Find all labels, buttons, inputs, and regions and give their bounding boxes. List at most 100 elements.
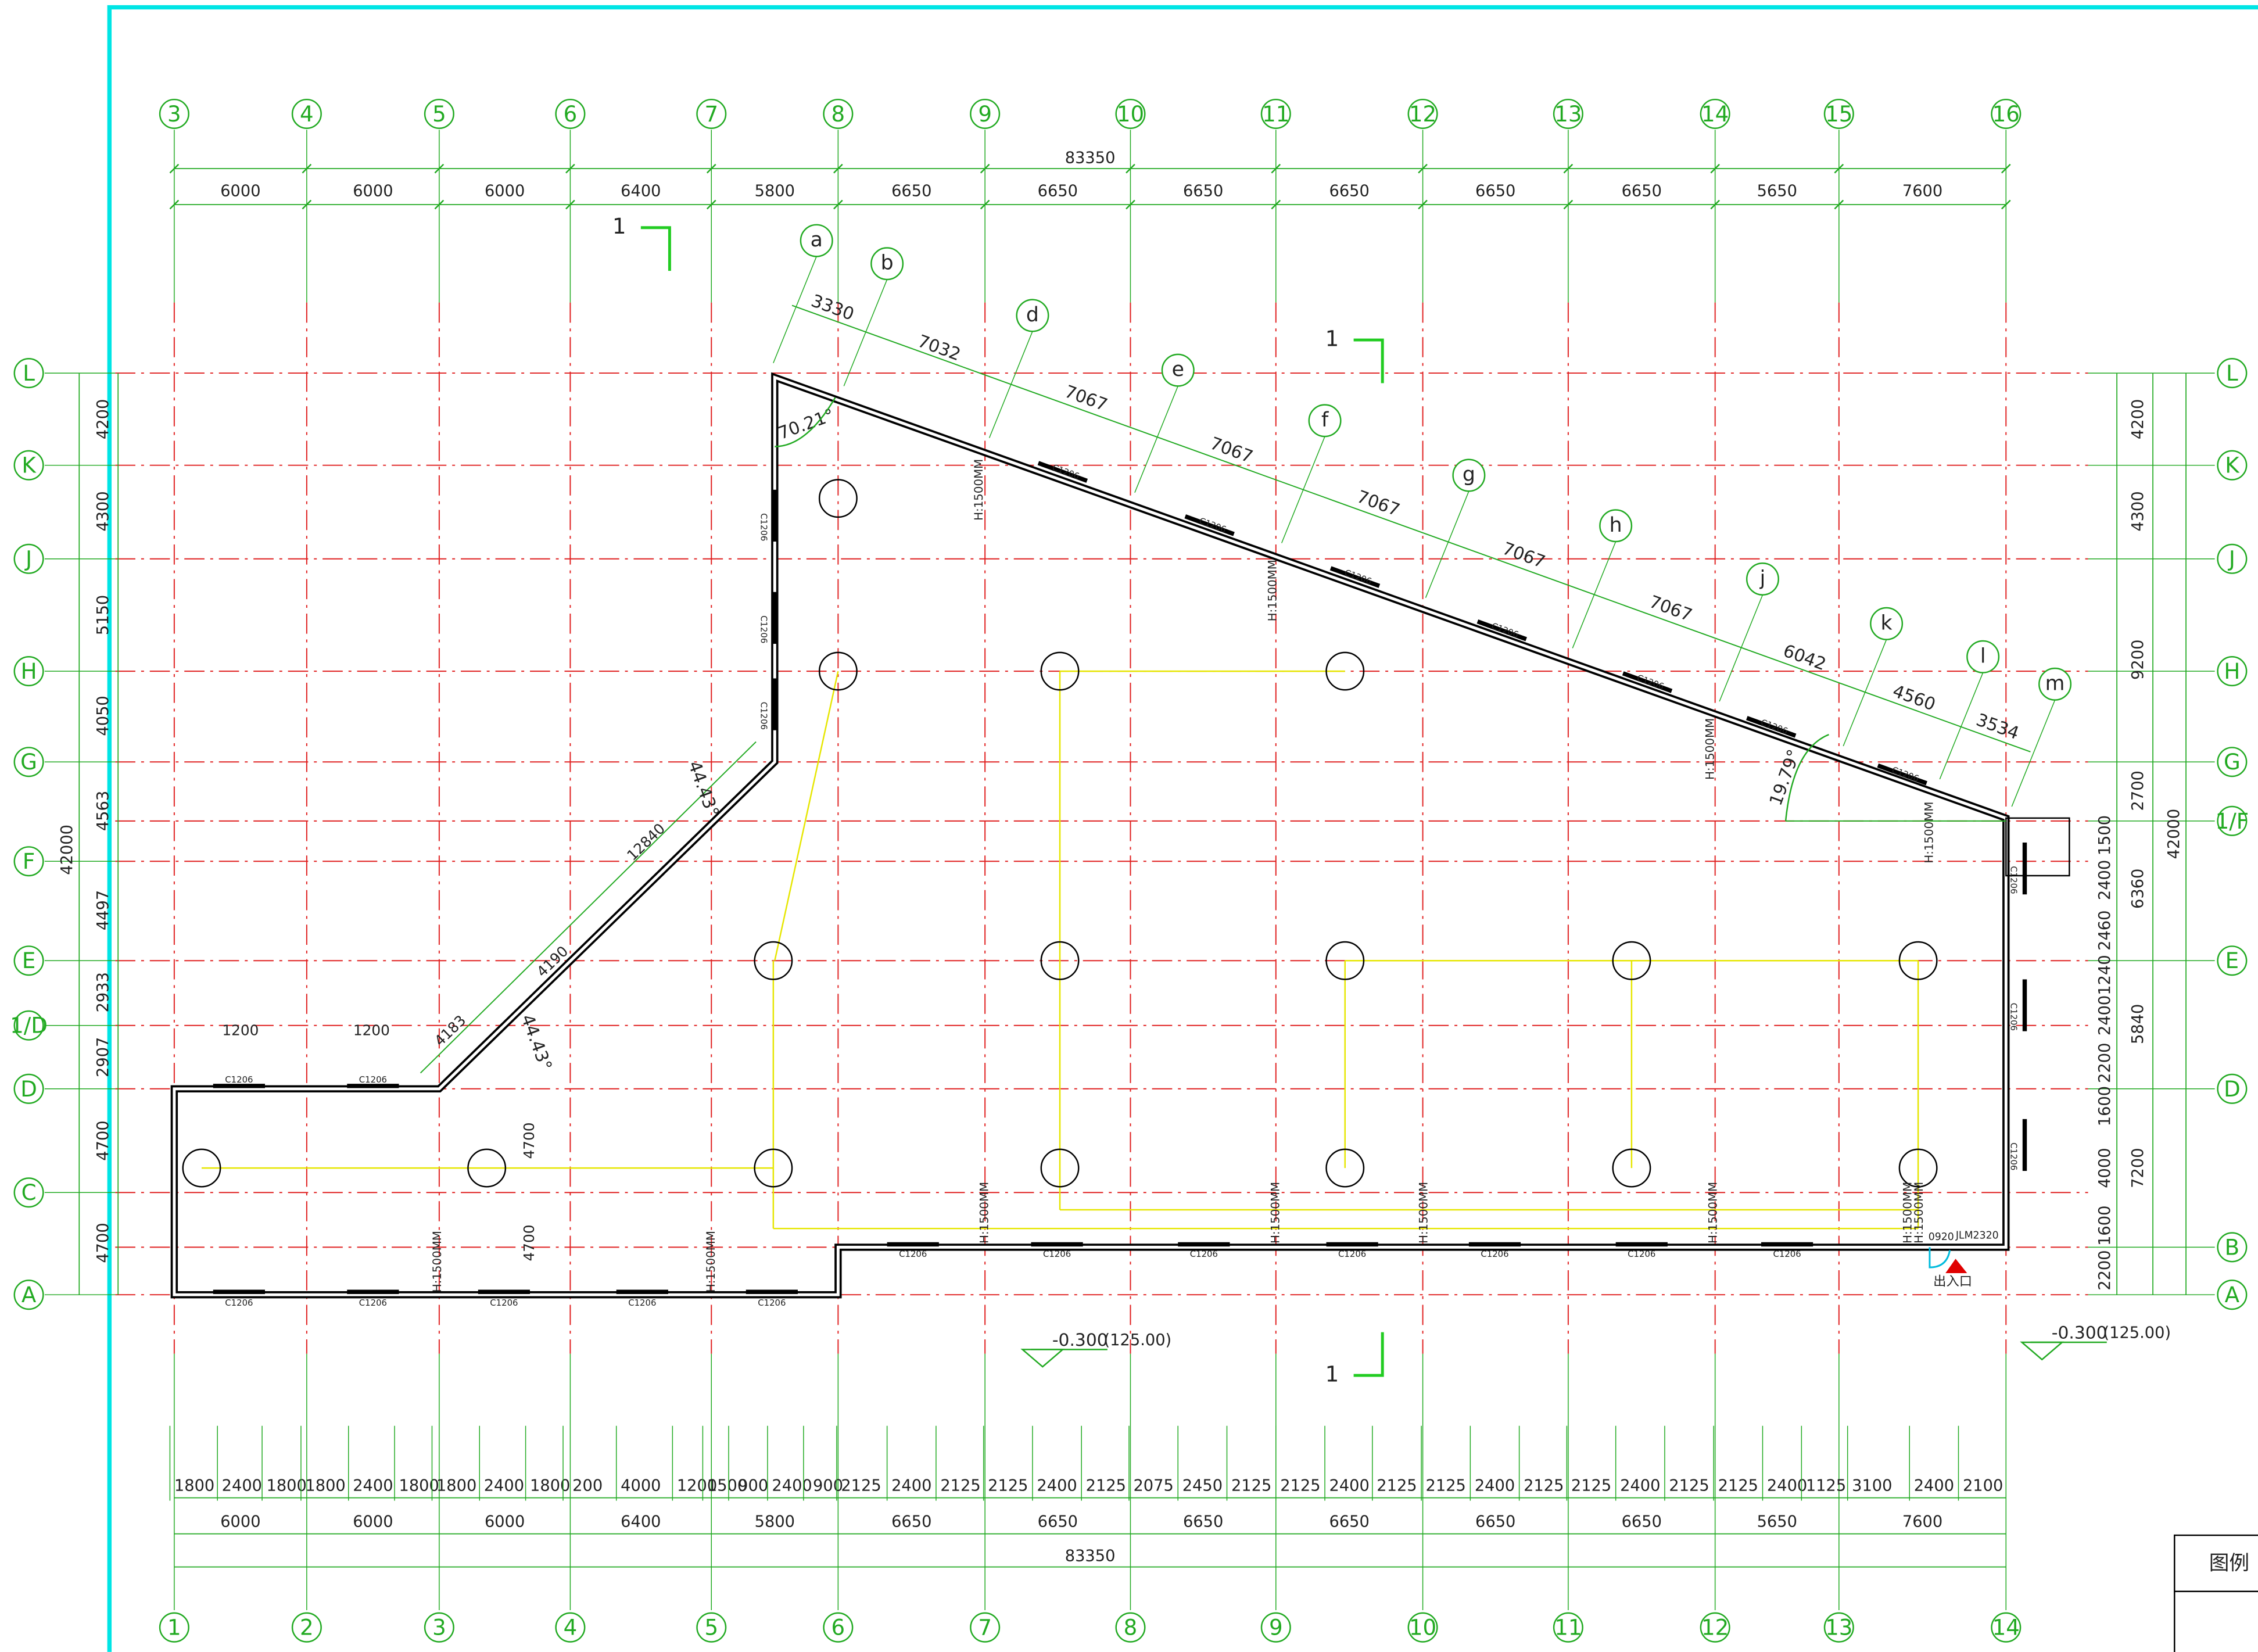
label: 9200 <box>2129 640 2147 680</box>
column <box>1325 651 1365 691</box>
height-label: H:1500MM <box>1704 718 1717 780</box>
axis-bubble <box>13 450 44 481</box>
axis-bubble <box>823 1612 854 1643</box>
axis-bubble <box>1553 1612 1583 1643</box>
axis-label: 14 <box>1701 101 1729 127</box>
axis-bubble <box>291 1612 322 1643</box>
label: 6650 <box>1475 182 1515 200</box>
label: 2450 <box>1182 1477 1223 1495</box>
axis-label: L <box>2226 360 2238 386</box>
label: 2400 <box>484 1477 524 1495</box>
height-label: H:1500MM <box>1266 560 1279 621</box>
axis-label: C <box>21 1180 37 1205</box>
window-label: C1206 <box>1043 1249 1071 1259</box>
angle-arc <box>1784 733 1829 821</box>
label: 6650 <box>891 182 931 200</box>
dim-tick <box>706 199 716 210</box>
diagonal-label: a <box>811 228 823 252</box>
label: 2125 <box>1669 1477 1709 1495</box>
window <box>1184 514 1235 536</box>
window <box>772 592 777 644</box>
grid-bubble <box>1599 509 1633 543</box>
section-line <box>640 226 671 271</box>
diagonal-label: h <box>1610 514 1622 537</box>
axis-bubble <box>1260 98 1291 129</box>
axis-label: D <box>2224 1076 2241 1102</box>
dim-tick <box>434 163 445 174</box>
window <box>347 1084 399 1088</box>
window <box>1468 1242 1521 1247</box>
label: 5840 <box>2129 1004 2147 1044</box>
misc-dim: 1200 <box>353 1022 390 1039</box>
label: 2075 <box>1133 1477 1173 1495</box>
column <box>1325 941 1365 980</box>
leader <box>2011 700 2056 807</box>
diagonal-label: l <box>1980 644 1986 668</box>
column <box>1040 1148 1080 1188</box>
window-label: C1206 <box>759 513 769 541</box>
label: 2200 <box>2096 1043 2114 1083</box>
axis-label: A <box>21 1282 37 1307</box>
window-label: C1206 <box>2009 1142 2019 1170</box>
window <box>887 1242 939 1247</box>
column <box>818 479 858 518</box>
label: 5150 <box>94 595 112 635</box>
height-label: H:1500MM <box>978 1182 991 1244</box>
label: 1600 <box>2096 1206 2114 1246</box>
window-label: C1206 <box>1338 1249 1366 1259</box>
label: 6650 <box>1183 1513 1223 1531</box>
label: 6650 <box>891 1513 931 1531</box>
label: 2400 <box>2096 860 2114 900</box>
axis-bubble <box>13 656 44 687</box>
axis-label: L <box>23 360 35 386</box>
axis-bubble <box>1407 1612 1438 1643</box>
axis-bubble <box>823 98 854 129</box>
dim-tick <box>302 199 312 210</box>
dim-tick <box>565 163 575 174</box>
window-label: C1206 <box>2009 866 2019 894</box>
label: 2400 <box>1620 1477 1660 1495</box>
label: 4200 <box>94 399 112 439</box>
misc-dim: 4700 <box>521 1224 537 1261</box>
dim-tick <box>1834 199 1844 210</box>
dim-tick <box>1563 199 1574 210</box>
window-label: C1206 <box>1773 1249 1801 1259</box>
label: 6000 <box>220 1513 260 1531</box>
height-label: H:1500MM <box>1901 1182 1914 1244</box>
axis-bubble <box>424 98 454 129</box>
label: 1800 <box>305 1477 345 1495</box>
column <box>1040 651 1080 691</box>
grid-bubble <box>800 224 833 257</box>
window <box>1031 1242 1083 1247</box>
label: 1600 <box>2096 1086 2114 1126</box>
axis-bubble <box>1991 98 2022 129</box>
axis-bubble <box>2217 1280 2248 1310</box>
axis-label: 3 <box>432 1615 446 1640</box>
axis-bubble <box>2217 656 2248 687</box>
axis-bubble <box>2217 945 2248 976</box>
axis-bubble <box>13 543 44 574</box>
label: 2125 <box>1571 1477 1611 1495</box>
axis-bubble <box>696 98 727 129</box>
axis-bubble <box>1991 1612 2022 1643</box>
window-label: C1206 <box>359 1074 387 1085</box>
window <box>2022 979 2027 1031</box>
axis-label: 2 <box>300 1615 314 1640</box>
axis-bubble <box>1700 1612 1730 1643</box>
label: 6650 <box>1329 1513 1370 1531</box>
grid-bubble <box>1452 458 1486 492</box>
axis-bubble <box>2217 1073 2248 1104</box>
window <box>2022 843 2027 895</box>
dim-tick <box>1834 163 1844 174</box>
axis-bubble <box>555 98 586 129</box>
axis-label: 9 <box>978 101 992 127</box>
label: 6400 <box>621 182 661 200</box>
label: 83350 <box>1065 149 1116 167</box>
window <box>1476 619 1527 642</box>
diagonal-label: k <box>1881 611 1893 635</box>
axis-bubble <box>1115 1612 1146 1643</box>
axis-label: 12 <box>1701 1615 1729 1640</box>
axis-bubble <box>13 358 44 389</box>
column <box>1040 941 1080 980</box>
